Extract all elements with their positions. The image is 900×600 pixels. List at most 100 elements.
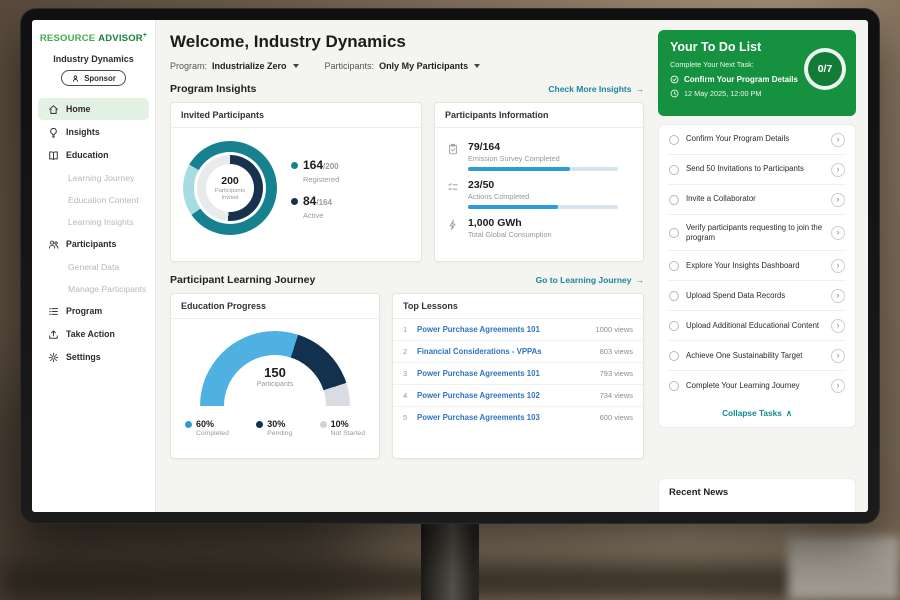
sidebar-item-education[interactable]: Education [38, 144, 149, 166]
brand-plus: + [142, 32, 148, 39]
clock-icon [670, 89, 679, 98]
chevron-right-icon[interactable]: › [831, 378, 845, 393]
people-icon [48, 240, 59, 249]
lesson-row: 3 Power Purchase Agreements 101 793 view… [393, 363, 643, 385]
sponsor-badge[interactable]: Sponsor [61, 70, 126, 87]
task-label: Confirm Your Program Details [686, 134, 790, 144]
task-checkbox[interactable] [669, 320, 679, 331]
brand-secondary: ADVISOR [98, 33, 143, 45]
task-checkbox[interactable] [669, 164, 679, 175]
legend-dot-teal [291, 162, 298, 169]
task-row[interactable]: Achieve One Sustainability Target › [668, 341, 846, 372]
chevron-right-icon[interactable]: › [831, 192, 845, 207]
sidebar-item-education-content[interactable]: Education Content [38, 189, 149, 210]
lesson-title-link[interactable]: Power Purchase Agreements 103 [417, 413, 540, 422]
task-checkbox[interactable] [669, 350, 679, 361]
todo-progress-value: 0/7 [817, 63, 833, 75]
gauge-legend: 60% Completed 30% Pending 10% Not Starte… [171, 409, 379, 447]
task-checkbox[interactable] [669, 260, 679, 271]
legend-value: 30% [267, 419, 286, 429]
education-gauge: 150 Participants [200, 331, 350, 409]
todo-next-task[interactable]: Confirm Your Program Details [670, 75, 844, 84]
todo-summary-card: Your To Do List Complete Your Next Task:… [658, 30, 856, 116]
legend-dot-navy [291, 198, 298, 205]
todo-title: Your To Do List [670, 40, 762, 54]
task-row[interactable]: Send 50 Invitations to Participants › [668, 155, 846, 185]
sidebar-item-label: Education [66, 150, 109, 161]
chevron-up-icon: ∧ [785, 408, 792, 419]
sidebar-item-label: Manage Participants [68, 283, 147, 294]
sidebar-item-manage-participants[interactable]: Manage Participants [38, 278, 149, 299]
task-label: Upload Additional Educational Content [686, 320, 820, 330]
lesson-title-link[interactable]: Power Purchase Agreements 101 [417, 325, 540, 334]
chevron-right-icon[interactable]: › [831, 132, 845, 147]
monitor-frame: RESOURCE ADVISOR+ Industry Dynamics Spon… [20, 8, 880, 524]
task-checkbox[interactable] [669, 194, 679, 205]
check-more-insights-link[interactable]: Check More Insights → [548, 84, 644, 94]
sponsor-label: Sponsor [84, 73, 116, 83]
program-insights-section: Program Insights Check More Insights → [170, 83, 644, 95]
sidebar-item-insights[interactable]: Insights [38, 121, 149, 143]
legend-label: Completed [196, 430, 229, 437]
task-checkbox[interactable] [669, 227, 679, 238]
invited-participants-card: Invited Participants 200 Participants In… [170, 102, 422, 262]
legend-dot-gray [319, 420, 327, 428]
sidebar-item-participants[interactable]: Participants [38, 233, 149, 255]
task-row[interactable]: Verify participants requesting to join t… [668, 215, 846, 252]
check-circle-icon [670, 75, 679, 84]
chevron-right-icon[interactable]: › [831, 258, 845, 273]
sidebar-item-take-action[interactable]: Take Action [38, 323, 149, 345]
invited-donut: 200 Participants Invited [183, 141, 277, 235]
sidebar-item-label: General Data [68, 261, 120, 272]
task-checkbox[interactable] [669, 290, 679, 301]
donut-center-value: 200 [221, 174, 239, 187]
chevron-right-icon[interactable]: › [831, 348, 845, 363]
sidebar-item-learning-insights[interactable]: Learning Insights [38, 211, 149, 232]
task-row[interactable]: Upload Spend Data Records › [668, 281, 846, 312]
program-filter[interactable]: Program: Industrialize Zero [170, 61, 299, 71]
sidebar-item-settings[interactable]: Settings [38, 346, 149, 368]
filters-row: Program: Industrialize Zero Participants… [170, 61, 644, 71]
legend-label: Not Started [330, 430, 365, 437]
sidebar-item-general-data[interactable]: General Data [38, 256, 149, 277]
list-icon [49, 307, 58, 315]
sidebar-nav: Home Insights Education Learning Journey [32, 98, 155, 368]
lesson-views: 803 views [599, 347, 633, 356]
chevron-right-icon[interactable]: › [831, 318, 845, 333]
task-checkbox[interactable] [669, 134, 679, 145]
task-label: Explore Your Insights Dashboard [686, 260, 800, 270]
task-checkbox[interactable] [669, 380, 679, 391]
lesson-title-link[interactable]: Financial Considerations - VPPAs [417, 347, 542, 356]
sidebar-item-label: Learning Insights [68, 216, 134, 227]
lesson-title-link[interactable]: Power Purchase Agreements 102 [417, 391, 540, 400]
info-label: Emission Survey Completed [468, 154, 560, 163]
sidebar-item-home[interactable]: Home [38, 98, 149, 121]
task-row[interactable]: Upload Additional Educational Content › [668, 311, 846, 342]
participants-filter[interactable]: Participants: Only My Participants [325, 61, 481, 71]
top-lessons-card: Top Lessons 1 Power Purchase Agreements … [392, 293, 644, 459]
lesson-title-link[interactable]: Power Purchase Agreements 101 [417, 369, 540, 378]
task-row[interactable]: Complete Your Learning Journey › [668, 371, 846, 400]
sidebar-item-learning-journey[interactable]: Learning Journey [38, 167, 149, 188]
sidebar-item-program[interactable]: Program [38, 300, 149, 322]
go-to-learning-journey-link[interactable]: Go to Learning Journey → [536, 275, 644, 285]
desk-object [788, 536, 900, 600]
chevron-right-icon[interactable]: › [831, 288, 845, 303]
todo-due-label: 12 May 2025, 12:00 PM [684, 89, 762, 98]
task-label: Upload Spend Data Records [686, 290, 786, 300]
task-row[interactable]: Invite a Collaborator › [668, 185, 846, 215]
task-row[interactable]: Explore Your Insights Dashboard › [668, 251, 846, 282]
chevron-right-icon[interactable]: › [831, 225, 845, 240]
lesson-row: 4 Power Purchase Agreements 102 734 view… [393, 385, 643, 407]
lesson-rank: 3 [403, 369, 408, 378]
chevron-right-icon[interactable]: › [831, 162, 845, 177]
task-row[interactable]: Confirm Your Program Details › [668, 125, 846, 155]
learning-journey-section: Participant Learning Journey Go to Learn… [170, 274, 644, 286]
collapse-tasks-link[interactable]: Collapse Tasks ∧ [668, 400, 846, 427]
progress-bar [468, 167, 618, 171]
donut-center: 200 Participants Invited [206, 164, 254, 212]
checklist-icon [447, 179, 460, 209]
invited-legend: 164/200 Registered 84/164 Active [291, 148, 339, 228]
brand-primary: RESOURCE [39, 33, 96, 45]
